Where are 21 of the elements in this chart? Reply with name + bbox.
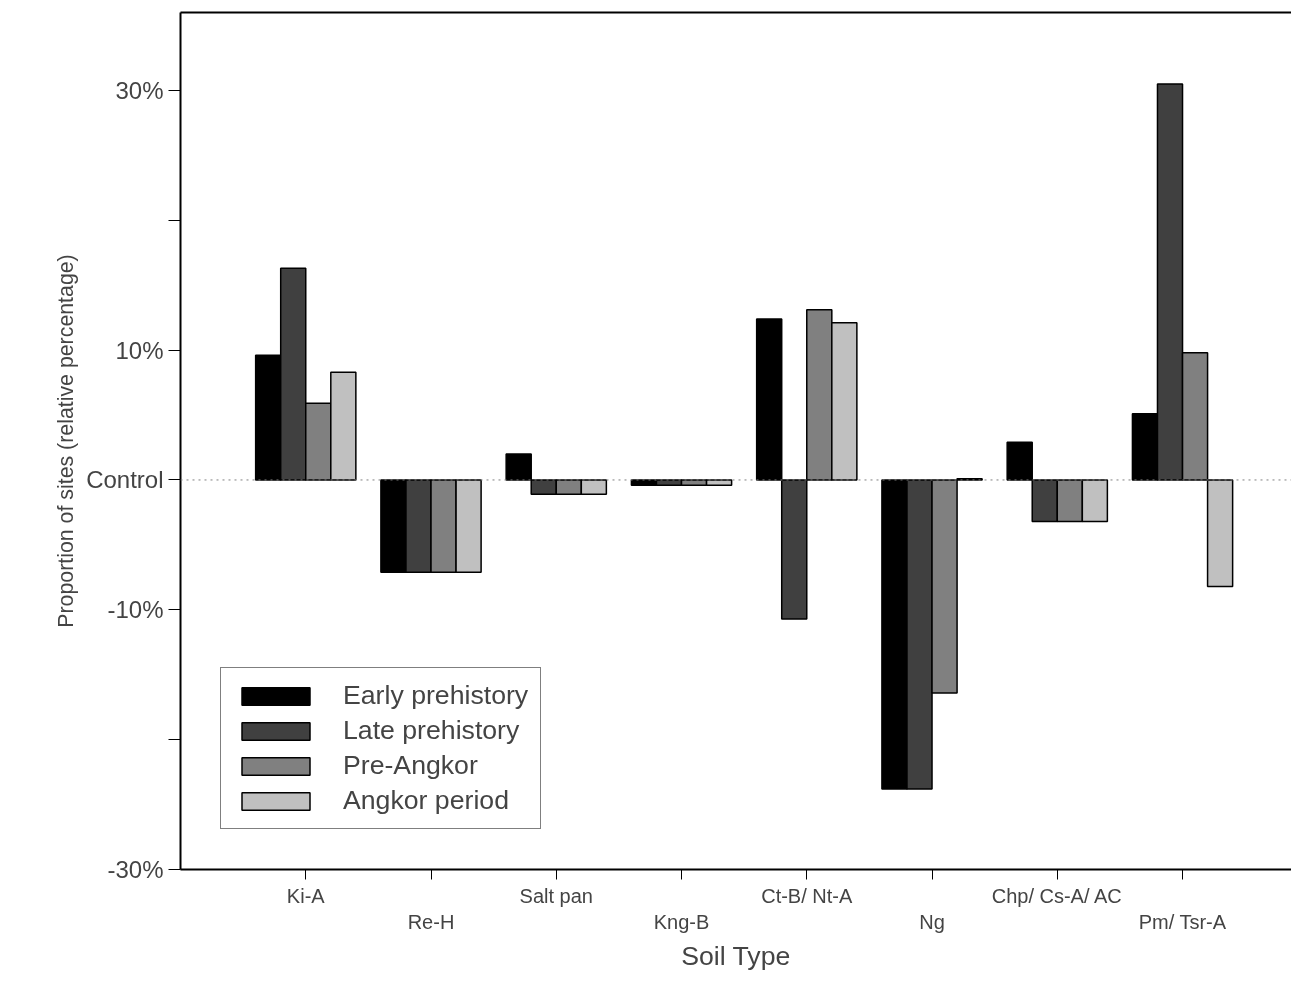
x-tick-label: Ct-B/ Nt-A: [761, 884, 853, 907]
x-axis-title: Soil Type: [681, 940, 791, 971]
legend-label: Late prehistory: [343, 715, 520, 746]
x-tick-label: Kng-B: [653, 910, 710, 933]
bar: [755, 318, 783, 481]
x-tick-label: Ng: [919, 910, 945, 933]
y-tick-label: -30%: [107, 856, 164, 883]
legend-label: Early prehistory: [343, 680, 529, 711]
x-tick-label: Re-H: [407, 910, 455, 933]
y-axis-title: Proportion of sites (relative percentage): [54, 254, 79, 628]
x-tick-label: Salt pan: [519, 884, 593, 907]
y-tick-label: Control: [86, 466, 164, 494]
y-tick-label: 30%: [115, 76, 164, 104]
legend-label: Angkor period: [343, 785, 509, 816]
x-tick-label: Ki-A: [286, 884, 326, 907]
y-tick-label: -10%: [107, 596, 164, 624]
x-tick-label: Chp/ Cs-A/ AC: [991, 884, 1122, 907]
y-tick-label: 10%: [115, 336, 164, 364]
x-tick-label: Pm/ Tsr-A: [1138, 910, 1227, 933]
bar: [1206, 479, 1234, 588]
legend-label: Pre-Angkor: [343, 750, 478, 781]
